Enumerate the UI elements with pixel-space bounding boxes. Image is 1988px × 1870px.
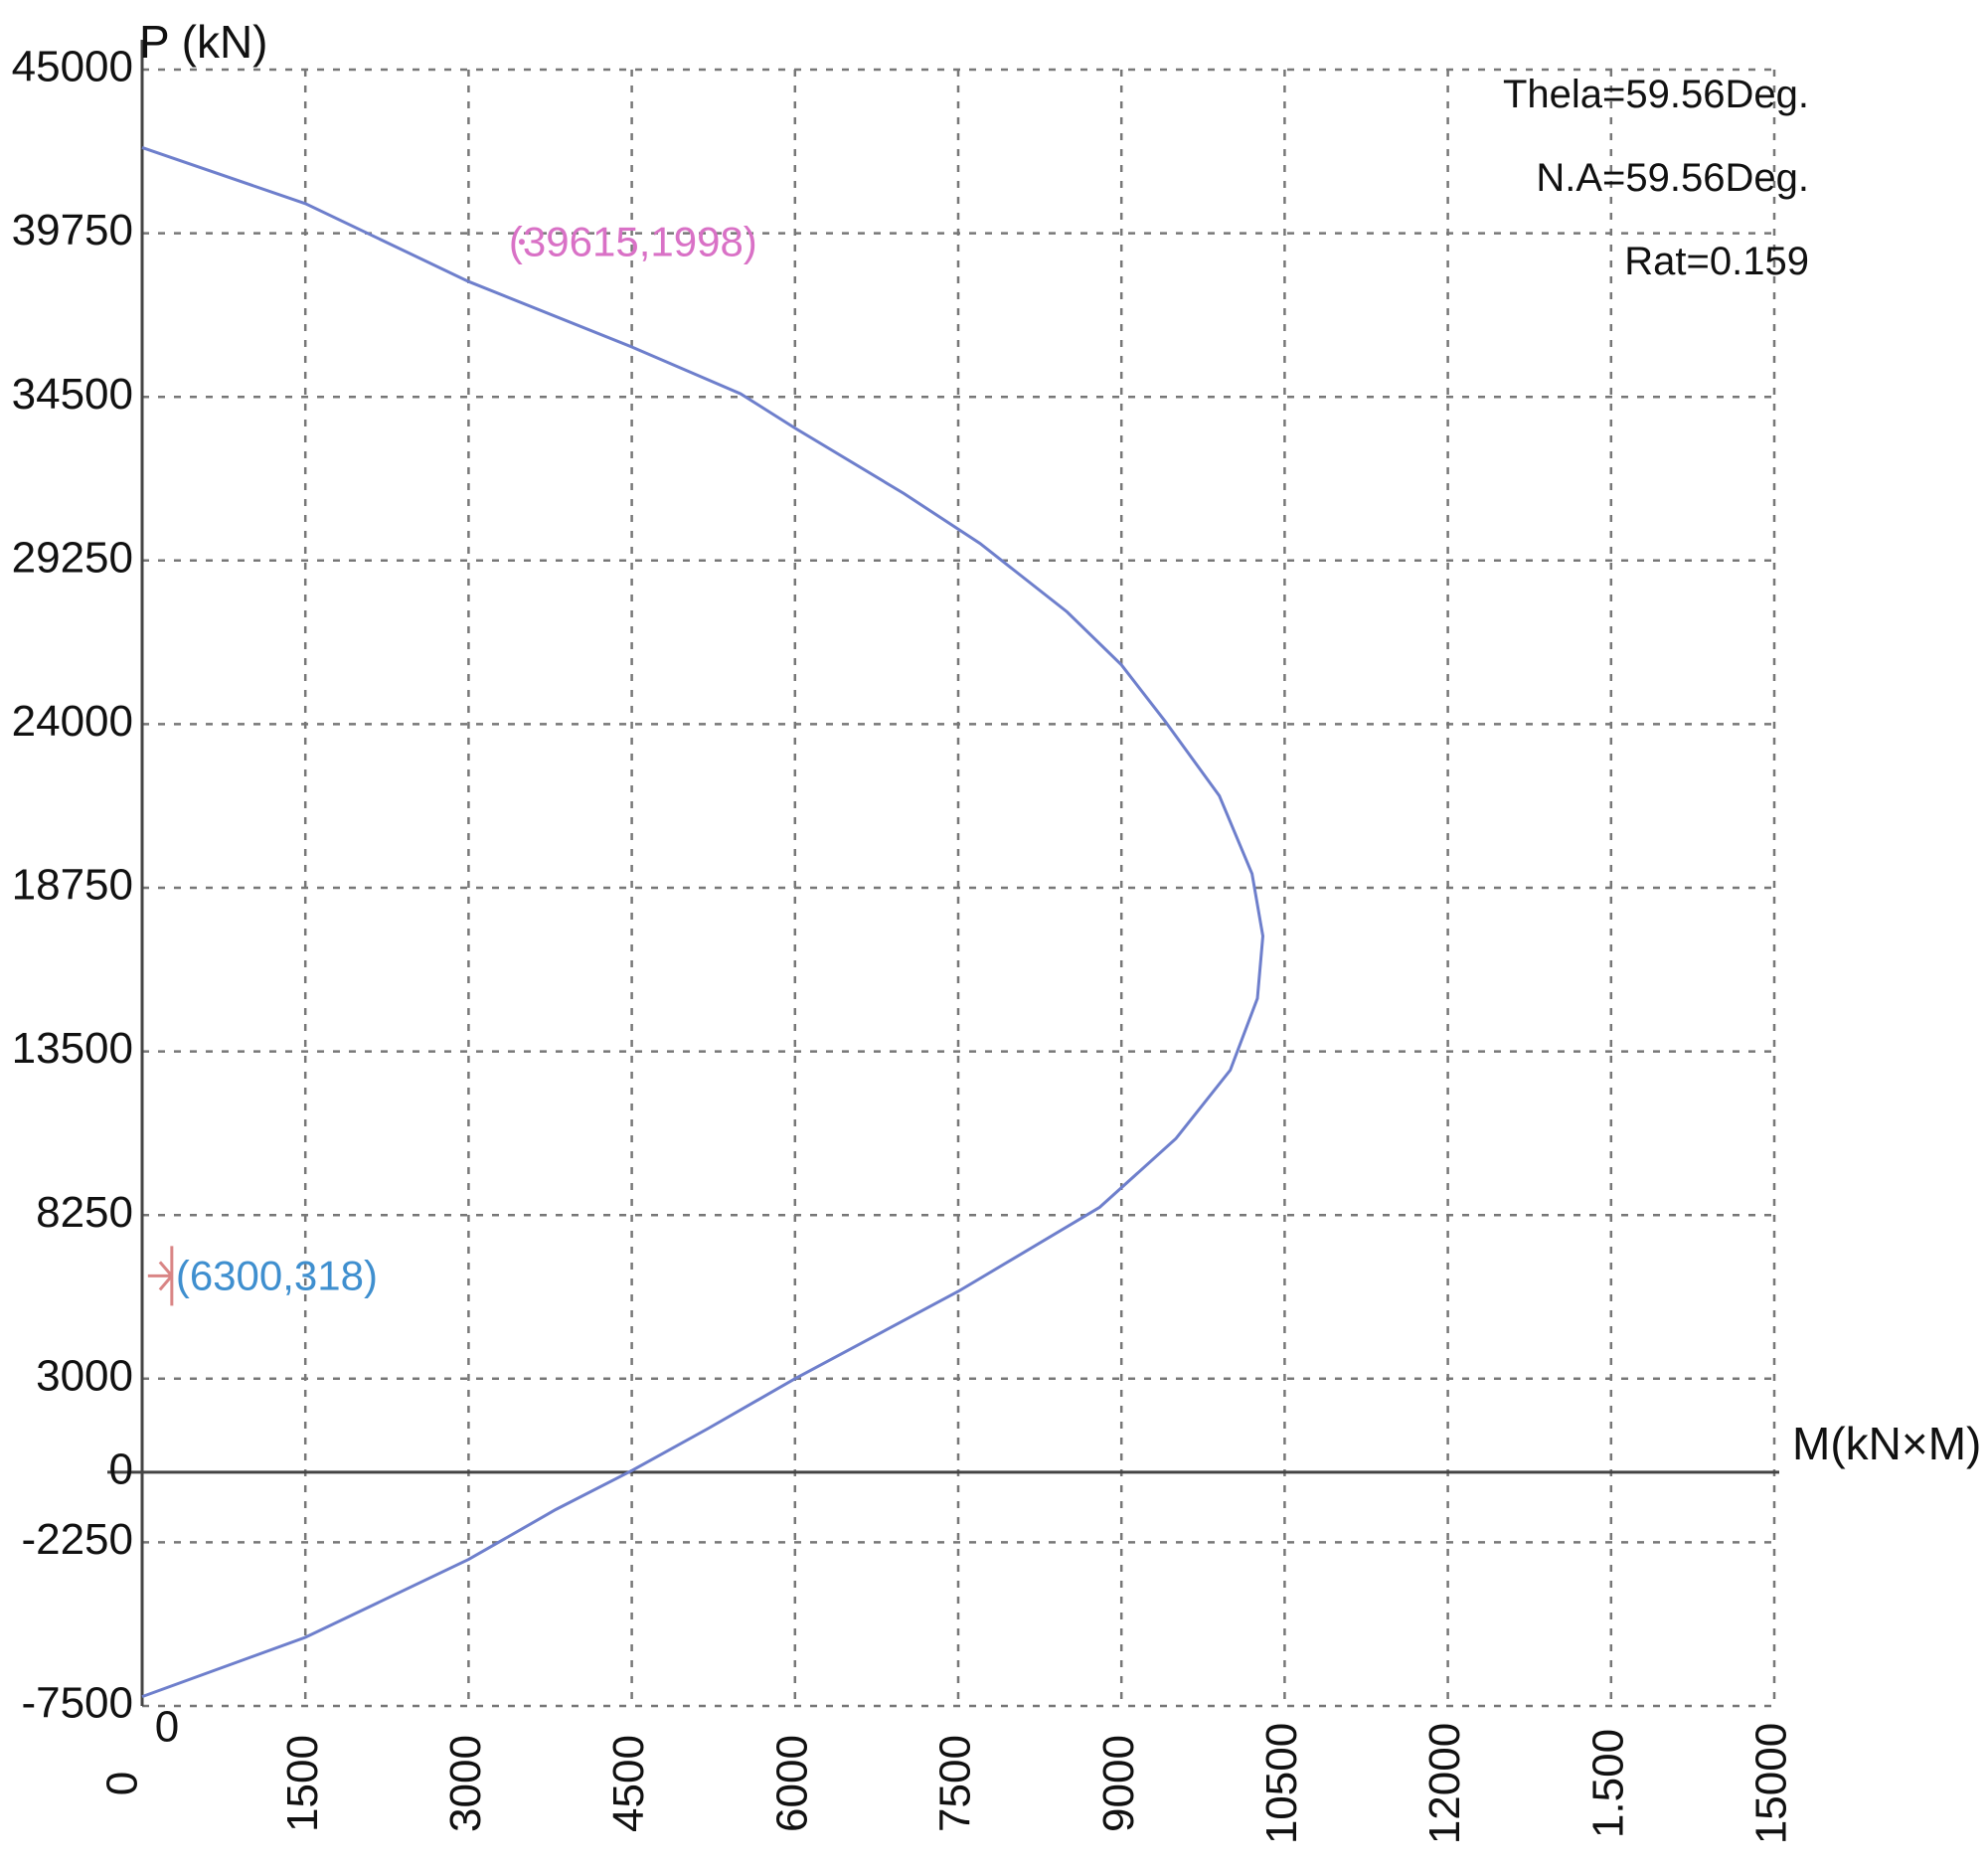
x-tick-label: 0 xyxy=(98,1772,147,1795)
curve-layer xyxy=(141,145,1265,1699)
y-tick-label: 45000 xyxy=(12,43,133,91)
x-tick-label: 4500 xyxy=(604,1735,653,1832)
x-tick-label: 9000 xyxy=(1094,1735,1143,1832)
interaction-curve xyxy=(141,145,1265,1699)
point-markers: (39615,1998) (6300,318) xyxy=(147,218,757,1306)
point-label: (39615,1998) xyxy=(509,218,757,264)
x-tick-label: 10500 xyxy=(1257,1723,1306,1844)
x-tick-label: 12000 xyxy=(1420,1723,1469,1844)
x-tick-label: 1.500 xyxy=(1583,1729,1632,1838)
x-tick-label: 7500 xyxy=(931,1735,980,1832)
x-tick-label: 3000 xyxy=(441,1735,490,1832)
y-tick-label: 34500 xyxy=(12,370,133,419)
y-tick-label: -2250 xyxy=(21,1515,133,1564)
gridlines xyxy=(142,68,1776,1708)
tick-labels: 0 1500 3000 4500 6000 7500 9000 10500 12000 1.500… xyxy=(12,43,1796,1845)
y-tick-label: 8250 xyxy=(36,1188,133,1237)
y-tick-label: 18750 xyxy=(12,861,133,910)
y-tick-label: 3000 xyxy=(36,1351,133,1400)
point-marker xyxy=(518,239,525,246)
x-tick-label: 6000 xyxy=(767,1735,816,1832)
point-label: (6300,318) xyxy=(176,1252,378,1298)
axes xyxy=(107,40,1779,1706)
info-thela: Thela=59.56Deg. xyxy=(1503,73,1809,116)
y-axis-title: P (kN) xyxy=(139,16,268,68)
y-tick-label: -7500 xyxy=(21,1679,133,1728)
info-neutral-axis: N.A=59.56Deg. xyxy=(1536,156,1809,200)
y-tick-label: 39750 xyxy=(12,206,133,255)
x-tick-label: 15000 xyxy=(1747,1723,1796,1844)
y-tick-label: 13500 xyxy=(12,1024,133,1073)
x-tick-label: 1500 xyxy=(278,1735,327,1832)
y-tick-label: 24000 xyxy=(12,697,133,746)
y-tick-label: 0 xyxy=(109,1445,133,1493)
info-ratio: Rat=0.159 xyxy=(1624,240,1809,283)
point-marker xyxy=(147,1246,174,1306)
origin-label: 0 xyxy=(155,1703,179,1752)
x-axis-title: M(kN×M) xyxy=(1792,1418,1981,1469)
y-tick-label: 29250 xyxy=(12,533,133,582)
